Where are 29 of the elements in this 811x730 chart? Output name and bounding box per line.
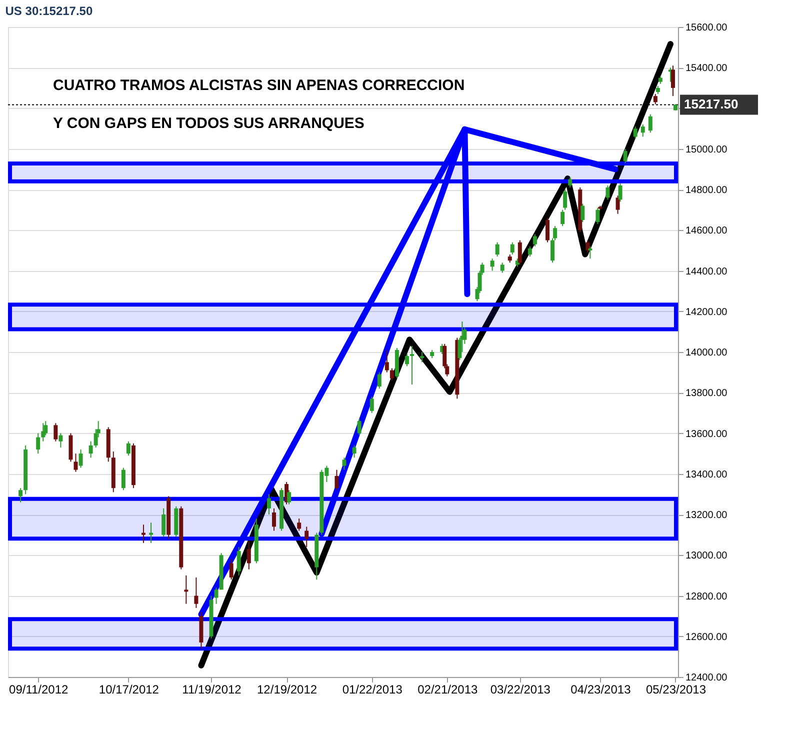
y-tick-label: 14800.00	[686, 185, 728, 196]
y-tick-label: 15400.00	[686, 63, 728, 74]
x-tick-label: 02/21/2013	[418, 682, 478, 696]
y-tick-label: 12400.00	[686, 672, 728, 684]
y-tick-label: 12600.00	[686, 632, 728, 643]
ref-line-label: 15217.50	[684, 96, 738, 112]
x-tick-label: 03/22/2013	[490, 682, 551, 696]
x-tick-label: 11/19/2012	[182, 682, 242, 696]
x-tick-label: 01/22/2013	[342, 682, 403, 696]
y-tick-label: 12800.00	[686, 591, 728, 602]
x-tick-label: 09/11/2012	[9, 682, 69, 696]
annotation: Y CON GAPS EN TODOS SUS ARRANQUES	[53, 115, 364, 132]
annotation: CUATRO TRAMOS ALCISTAS SIN APENAS CORRECCION	[53, 77, 465, 94]
y-tick-label: 14200.00	[686, 306, 728, 318]
y-tick-label: 13800.00	[686, 388, 728, 400]
y-tick-label: 14600.00	[686, 226, 728, 237]
chart-title: US 30:15217.50	[5, 4, 93, 18]
y-tick-label: 15600.00	[686, 22, 728, 34]
y-tick-label: 13400.00	[686, 469, 728, 480]
y-tick-label: 13200.00	[686, 510, 728, 521]
y-tick-label: 13600.00	[686, 428, 728, 440]
x-tick-label: 05/23/2013	[646, 682, 706, 696]
y-tick-label: 14000.00	[686, 348, 728, 358]
x-tick-label: 10/17/2012	[98, 682, 160, 696]
y-tick-label: 15000.00	[686, 144, 728, 156]
y-tick-label: 14400.00	[686, 266, 728, 278]
y-tick-label: 13000.00	[686, 550, 728, 562]
x-tick-label: 12/19/2012	[257, 682, 318, 696]
x-tick-label: 04/23/2013	[570, 682, 632, 696]
